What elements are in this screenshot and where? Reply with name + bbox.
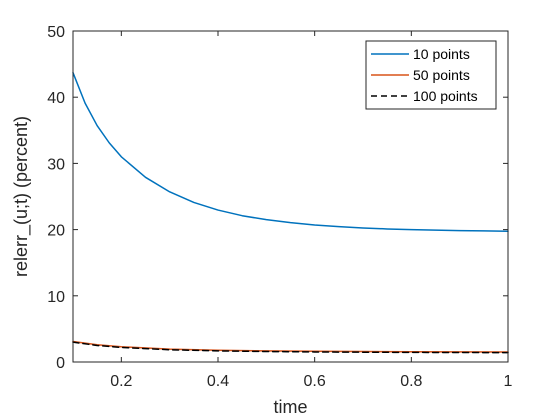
y-tick-label: 30 <box>47 156 65 173</box>
x-tick-label: 0.4 <box>207 373 229 390</box>
legend-label: 10 points <box>413 46 470 62</box>
y-tick-label: 20 <box>47 223 65 240</box>
y-tick-label: 50 <box>47 24 65 41</box>
legend-label: 50 points <box>413 67 470 83</box>
legend-box <box>365 40 497 110</box>
legend: 10 points 50 points 100 points <box>365 40 497 110</box>
legend-label: 100 points <box>413 88 478 104</box>
series-line-1 <box>72 71 509 232</box>
series-line-3 <box>72 341 509 354</box>
x-tick-label: 1 <box>504 373 513 390</box>
x-tick-label: 0.8 <box>400 373 422 390</box>
x-axis-label: time <box>273 397 307 417</box>
x-tick-label: 0.6 <box>304 373 326 390</box>
y-tick-label: 0 <box>56 355 65 372</box>
series-layer <box>72 71 509 354</box>
plot-frame <box>72 30 509 363</box>
y-tick-label: 10 <box>47 289 65 306</box>
y-axis-label: relerr_(u;t) (percent) <box>11 116 32 277</box>
series-line-2 <box>72 340 509 353</box>
y-tick-label: 40 <box>47 90 65 107</box>
x-tick-label: 0.2 <box>110 373 132 390</box>
